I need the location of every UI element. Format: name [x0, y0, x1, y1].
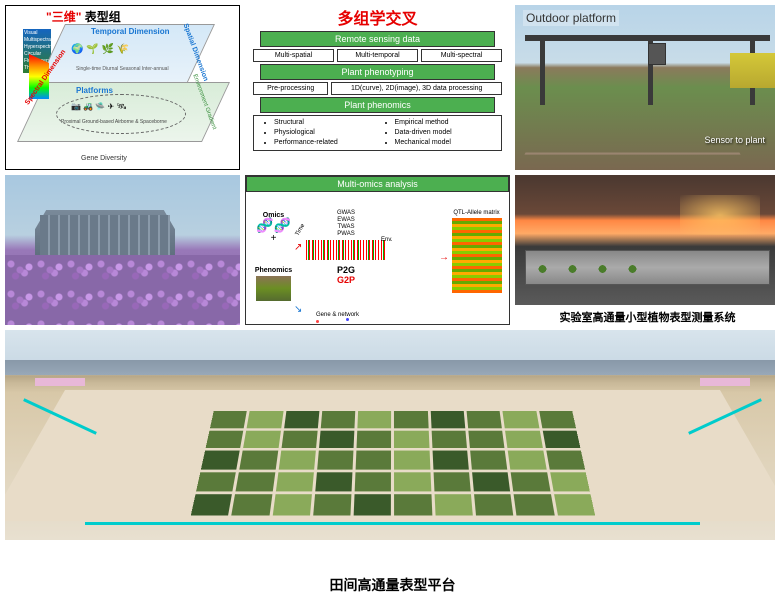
- data-processing-box: 1D(curve), 2D(image), 3D data processing: [331, 82, 502, 95]
- phenomics-block: Phenomics: [251, 267, 296, 303]
- dna-icon: 🧬🧬: [251, 219, 296, 231]
- glass-panels: [40, 215, 170, 260]
- multiomics-flowchart: 多组学交叉 Remote sensing data Multi-spatial …: [245, 5, 510, 170]
- multi-spectral-box: Multi-spectral: [421, 49, 502, 62]
- phenomics-header: Plant phenomics: [260, 97, 495, 113]
- plant-icons: 🌍 🌱 🌿 🌾: [71, 44, 129, 55]
- sensor-box: [648, 43, 666, 65]
- blossom-trees-right: [700, 378, 750, 386]
- platform-ellipse: [56, 94, 186, 134]
- time-ticks: Single-time Diurnal Seasonal Inter-annua…: [76, 66, 169, 72]
- ge-arrow: ↘: [294, 304, 302, 315]
- gene-diversity-axis: Gene Diversity: [81, 155, 127, 162]
- omics-block: Omics 🧬🧬 +: [251, 212, 296, 246]
- outdoor-platform-photo: Outdoor platform Sensor to plant: [515, 5, 775, 170]
- outdoor-label: Outdoor platform: [523, 10, 619, 26]
- multi-temporal-box: Multi-temporal: [337, 49, 418, 62]
- phenomics-lists: Structural Physiological Performance-rel…: [253, 115, 502, 151]
- field-photo: [5, 330, 775, 540]
- blossom-trees-left: [35, 378, 85, 386]
- remote-sensing-header: Remote sensing data: [260, 31, 495, 47]
- heatmap: [452, 218, 502, 293]
- field-caption: 田间高通量表型平台: [5, 570, 775, 600]
- gp-arrow: ↗: [294, 242, 302, 253]
- platform-icons: 📷 🚜 🛸 ✈ 🛰: [71, 102, 127, 111]
- gwas-manhattan: [306, 240, 386, 260]
- lab-system-panel: 实验室高通量小型植物表型测量系统: [515, 175, 775, 325]
- lab-caption: 实验室高通量小型植物表型测量系统: [515, 309, 775, 325]
- network-graph: [306, 315, 376, 325]
- multiomics-header: Multi-omics analysis: [246, 176, 509, 192]
- time-arrow: Time: [295, 223, 307, 237]
- temporal-axis: Temporal Dimension: [91, 27, 170, 36]
- field-thumbnail: [256, 276, 291, 301]
- sensor-to-plant-label: Sensor to plant: [704, 135, 765, 145]
- rail-track: [524, 152, 740, 154]
- purple-flowers: [5, 255, 240, 325]
- preprocessing-box: Pre-processing: [253, 82, 328, 95]
- crop-plots-grid: [190, 411, 594, 515]
- teal-edge-bottom: [85, 522, 700, 525]
- greenhouse-photo: [5, 175, 240, 325]
- qtl-matrix-block: QTL-Allele matrix: [449, 210, 504, 295]
- phenotyping-header: Plant phenotyping: [260, 64, 495, 80]
- multiomics-analysis-diagram: Multi-omics analysis Omics 🧬🧬 + Phenomic…: [245, 175, 510, 325]
- flowchart-title: 多组学交叉: [245, 5, 510, 29]
- platform-labels: Proximal Ground-based Airborne & Spacebo…: [61, 119, 167, 125]
- field-platform-panel: [5, 330, 775, 565]
- phenome-3d-diagram: "三维" 表型组 Visual Multispectral Hyperspect…: [5, 5, 240, 170]
- plant-samples: [535, 263, 640, 275]
- lab-photo: [515, 175, 775, 305]
- cube-diagram: Visual Multispectral Hyperspectral Circu…: [21, 24, 221, 164]
- gwas-block: GWAS EWAS TWAS PWAS P2GG2P: [306, 210, 386, 285]
- hills-background: [5, 360, 775, 375]
- grow-light: [680, 195, 760, 235]
- env-arrow: Env.: [381, 237, 393, 243]
- panel1-title: "三维" 表型组: [46, 8, 121, 25]
- matrix-arrow: →: [439, 252, 449, 263]
- multi-spatial-box: Multi-spatial: [253, 49, 334, 62]
- crop-field: [730, 53, 775, 88]
